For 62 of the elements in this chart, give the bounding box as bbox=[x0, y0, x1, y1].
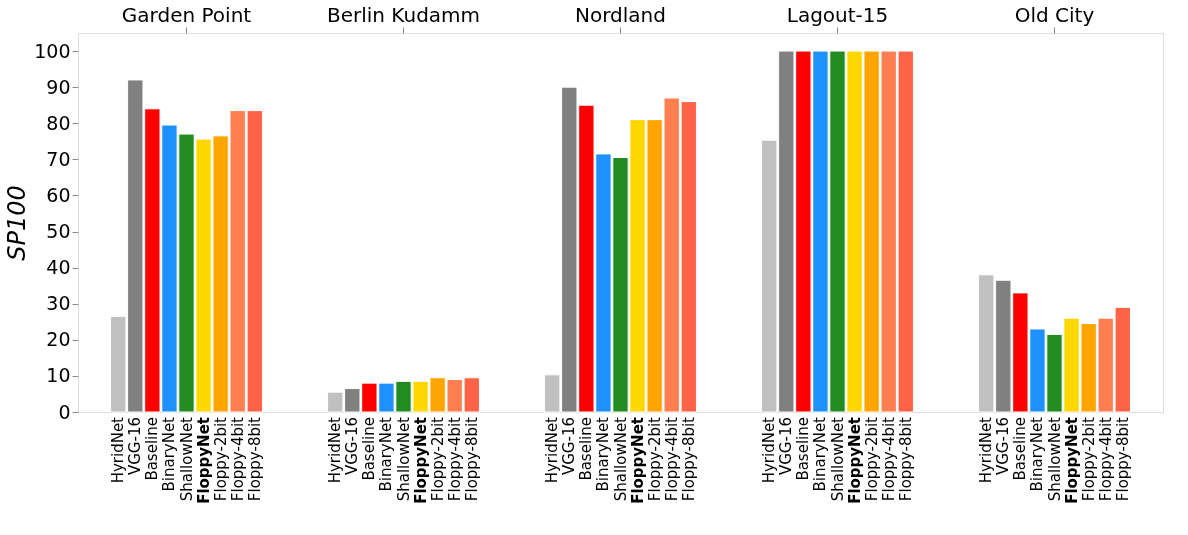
text: Baseline bbox=[143, 417, 162, 481]
y-tick-label: 90 bbox=[46, 75, 71, 98]
text: Floppy-4bit bbox=[1096, 417, 1115, 502]
text: Floppy-2bit bbox=[1079, 417, 1098, 502]
text: BinaryNet bbox=[1028, 417, 1047, 492]
y-tick-label: 60 bbox=[46, 183, 71, 206]
text: HyridNet bbox=[760, 417, 779, 484]
text: VGG-16 bbox=[343, 417, 362, 476]
text: ShallowNet bbox=[611, 417, 630, 502]
text: Floppy-4bit bbox=[662, 416, 681, 502]
text: HyridNet bbox=[109, 417, 128, 484]
x-tick-label: Berlin Kudamm bbox=[326, 2, 481, 27]
text: Floppy-8bit bbox=[679, 416, 698, 502]
text: Floppy-8bit bbox=[462, 417, 481, 502]
y-tick-label: 0 bbox=[58, 400, 71, 423]
y-tick-label: 30 bbox=[46, 292, 71, 315]
text: BinaryNet bbox=[160, 417, 179, 492]
text: Baseline bbox=[360, 417, 379, 481]
text: VGG-16 bbox=[777, 417, 796, 476]
text: ShallowNet bbox=[177, 417, 196, 502]
text: HyridNet bbox=[977, 417, 996, 484]
text: FloppyNet bbox=[628, 417, 647, 504]
text: ShallowNet bbox=[394, 417, 413, 502]
y-tick-label: 50 bbox=[46, 220, 71, 243]
text: Floppy-2bit bbox=[428, 417, 447, 502]
text: FloppyNet bbox=[845, 417, 864, 504]
y-tick-label: 100 bbox=[34, 39, 71, 62]
text: FloppyNet bbox=[1062, 417, 1081, 504]
text: Floppy-8bit bbox=[1113, 417, 1132, 502]
x-tick-label: Nordland bbox=[575, 2, 666, 27]
text: Floppy-2bit bbox=[862, 417, 881, 502]
text: BinaryNet bbox=[594, 416, 613, 492]
text: ShallowNet bbox=[828, 417, 847, 502]
text: Floppy-2bit bbox=[645, 416, 664, 502]
text: HyridNet bbox=[543, 416, 562, 484]
text: Floppy-4bit bbox=[228, 417, 247, 502]
text: Baseline bbox=[794, 417, 813, 481]
text: VGG-16 bbox=[126, 417, 145, 476]
text: VGG-16 bbox=[560, 417, 579, 476]
y-tick-label: 80 bbox=[46, 111, 71, 134]
y-tick-label: 10 bbox=[46, 364, 71, 387]
y-tick-label: 40 bbox=[46, 256, 71, 279]
text: HyridNet bbox=[326, 417, 345, 484]
x-tick-label: Garden Point bbox=[121, 2, 252, 27]
text: FloppyNet bbox=[411, 417, 430, 504]
y-tick-label: 70 bbox=[46, 147, 71, 170]
text: VGG-16 bbox=[994, 417, 1013, 476]
text: Baseline bbox=[577, 417, 596, 481]
text: ShallowNet bbox=[1045, 416, 1064, 502]
x-tick-label: Lagout-15 bbox=[786, 2, 889, 27]
text: Floppy-8bit bbox=[245, 417, 264, 502]
text: FloppyNet bbox=[194, 417, 213, 504]
text: BinaryNet bbox=[377, 417, 396, 492]
x-tick-label: Old City bbox=[1014, 2, 1095, 27]
text: Floppy-4bit bbox=[445, 417, 464, 502]
text: BinaryNet bbox=[811, 417, 830, 492]
text: Floppy-8bit bbox=[896, 417, 915, 502]
text: Floppy-2bit bbox=[211, 417, 230, 502]
y-axis-title: SP100 bbox=[3, 185, 32, 261]
y-tick-label: 20 bbox=[46, 328, 71, 351]
text: Baseline bbox=[1011, 417, 1030, 481]
text: Floppy-4bit bbox=[879, 417, 898, 502]
